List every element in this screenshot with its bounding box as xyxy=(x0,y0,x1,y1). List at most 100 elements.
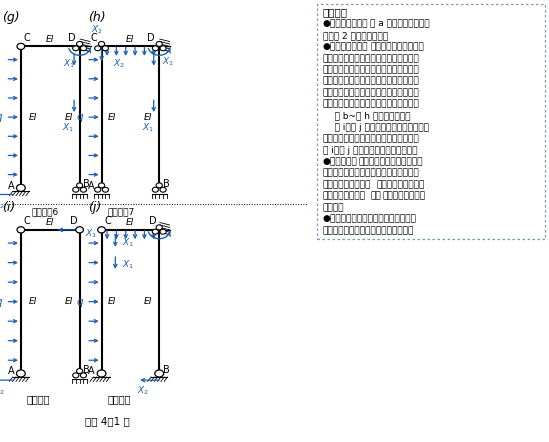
Text: EI: EI xyxy=(107,113,116,122)
Text: $X_2$: $X_2$ xyxy=(91,23,103,36)
Text: $X_1$: $X_1$ xyxy=(63,58,75,70)
Text: 才能变成静定结构，也即得到力法的基本: 才能变成静定结构，也即得到力法的基本 xyxy=(323,54,419,63)
Circle shape xyxy=(156,42,163,46)
Text: A: A xyxy=(88,181,95,191)
Text: D: D xyxy=(68,33,75,42)
Text: C: C xyxy=(91,33,97,42)
Text: EI: EI xyxy=(126,218,135,227)
Text: 常变体系: 常变体系 xyxy=(26,394,50,404)
Text: D: D xyxy=(149,216,157,226)
Circle shape xyxy=(97,370,106,377)
Circle shape xyxy=(160,46,166,51)
Text: 点，因此力法基本体系也有无穷多个。: 点，因此力法基本体系也有无穷多个。 xyxy=(323,226,414,235)
Circle shape xyxy=(152,46,159,51)
Text: A: A xyxy=(8,181,14,191)
Text: $X_1$: $X_1$ xyxy=(85,227,97,240)
Circle shape xyxy=(152,187,159,192)
Circle shape xyxy=(72,187,79,192)
Circle shape xyxy=(98,42,105,46)
Text: 在去掉约束时，必要约束是: 在去掉约束时，必要约束是 xyxy=(358,157,423,166)
Circle shape xyxy=(94,46,101,51)
Text: EI: EI xyxy=(144,113,153,122)
Circle shape xyxy=(17,227,25,233)
Text: EI: EI xyxy=(144,297,153,306)
Text: 不能作为力法的基: 不能作为力法的基 xyxy=(382,192,425,201)
Text: 瞬变体系: 瞬变体系 xyxy=(107,394,131,404)
Text: B: B xyxy=(163,365,169,375)
Text: $X_1$: $X_1$ xyxy=(122,237,135,249)
Circle shape xyxy=(156,225,163,230)
Circle shape xyxy=(16,184,25,191)
Text: 的不是静定结构，是几何可变体系，因此: 的不是静定结构，是几何可变体系，因此 xyxy=(323,134,419,143)
Circle shape xyxy=(76,183,83,188)
Text: ●由于刚架结构的杆件上有无穷个刚结: ●由于刚架结构的杆件上有无穷个刚结 xyxy=(323,215,417,224)
Text: $X_2$: $X_2$ xyxy=(137,384,149,396)
Text: 基本体祳7: 基本体祳7 xyxy=(107,208,135,217)
Circle shape xyxy=(16,370,25,377)
Circle shape xyxy=(80,373,87,378)
Text: $X_1$: $X_1$ xyxy=(162,56,174,68)
Text: ●基本体系确定：: ●基本体系确定： xyxy=(323,42,368,51)
Circle shape xyxy=(76,369,83,373)
Text: 图 i、图 j 不能作为力法的基本体系。: 图 i、图 j 不能作为力法的基本体系。 xyxy=(323,146,417,155)
Text: EI: EI xyxy=(29,113,37,122)
Text: 本体系。: 本体系。 xyxy=(323,203,344,212)
Text: $X_2$: $X_2$ xyxy=(0,198,5,211)
Circle shape xyxy=(76,227,83,233)
Text: EI: EI xyxy=(126,35,135,44)
Circle shape xyxy=(102,187,109,192)
Text: 绝对不能去掉的，因为当去掉必要约束时: 绝对不能去掉的，因为当去掉必要约束时 xyxy=(323,169,419,178)
Text: q: q xyxy=(76,297,83,307)
Circle shape xyxy=(160,229,166,234)
Circle shape xyxy=(76,42,83,46)
Circle shape xyxy=(102,46,109,51)
Text: B: B xyxy=(83,365,89,375)
Text: A: A xyxy=(8,366,14,376)
Text: (g): (g) xyxy=(2,11,19,24)
Text: C: C xyxy=(24,216,30,226)
Text: 对应的约束力，以保证力状态的等价性。: 对应的约束力，以保证力状态的等价性。 xyxy=(323,100,419,109)
Circle shape xyxy=(94,187,101,192)
Text: A: A xyxy=(88,366,95,376)
Circle shape xyxy=(156,183,163,188)
Text: EI: EI xyxy=(46,218,54,227)
Text: 将得到几何可变体系: 将得到几何可变体系 xyxy=(323,180,371,189)
Circle shape xyxy=(80,46,87,51)
Circle shape xyxy=(17,43,25,50)
Text: EI: EI xyxy=(64,297,73,306)
Text: 需要解除两个多余联系: 需要解除两个多余联系 xyxy=(370,42,424,51)
Text: 基本体祳6: 基本体祳6 xyxy=(32,208,59,217)
Circle shape xyxy=(72,373,79,378)
Text: 也就: 也就 xyxy=(370,192,381,201)
Text: q: q xyxy=(0,297,2,307)
Text: 计算内力或位移，: 计算内力或位移， xyxy=(323,192,366,201)
Text: EI: EI xyxy=(29,297,37,306)
Text: $X_1$: $X_1$ xyxy=(122,259,135,271)
Circle shape xyxy=(155,370,164,377)
Text: (i): (i) xyxy=(2,201,15,214)
Text: $X_1$: $X_1$ xyxy=(142,122,154,134)
Text: 掉结点处的多余约束，去掉约束后要加上: 掉结点处的多余约束，去掉约束后要加上 xyxy=(323,88,419,97)
Text: 例题 4－1 图: 例题 4－1 图 xyxy=(85,416,130,426)
Text: (h): (h) xyxy=(88,11,105,24)
Text: ●几何组成分析：: ●几何组成分析： xyxy=(323,19,368,28)
Text: ，几何可变体系无法: ，几何可变体系无法 xyxy=(376,180,424,189)
Text: q: q xyxy=(76,112,83,122)
Text: 一般来说先去掉支座处的多余约束，后去: 一般来说先去掉支座处的多余约束，后去 xyxy=(323,77,419,86)
Text: EI: EI xyxy=(107,297,116,306)
Circle shape xyxy=(80,187,87,192)
Text: 系，为 2 次超静定结构。: 系，为 2 次超静定结构。 xyxy=(323,31,388,40)
Circle shape xyxy=(72,46,79,51)
Text: $X_2$: $X_2$ xyxy=(114,58,125,70)
Circle shape xyxy=(98,183,105,188)
Text: $X_2$: $X_2$ xyxy=(0,384,5,396)
Text: D: D xyxy=(147,33,155,42)
Text: ●特别注意：: ●特别注意： xyxy=(323,157,357,166)
Text: 图 b~图 h 都是基本体系。: 图 b~图 h 都是基本体系。 xyxy=(323,111,410,120)
Text: B: B xyxy=(83,179,89,189)
Text: 》分析》: 》分析》 xyxy=(323,8,348,17)
Text: C: C xyxy=(104,216,111,226)
Text: C: C xyxy=(24,33,30,42)
Text: q: q xyxy=(0,112,2,122)
Text: $X_1$: $X_1$ xyxy=(62,122,74,134)
